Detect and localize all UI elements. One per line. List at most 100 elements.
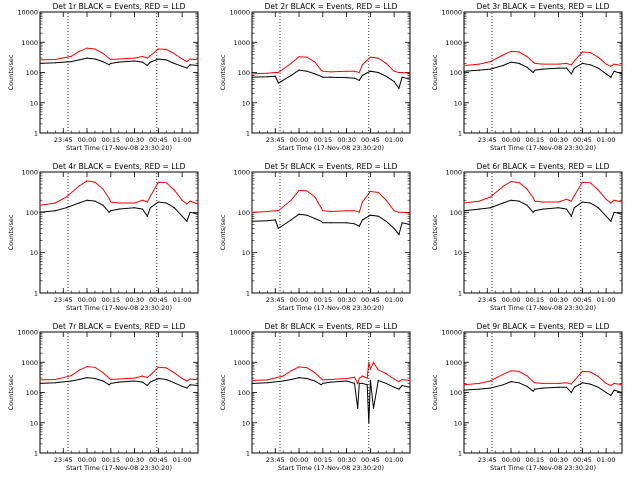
panel-2: Det 2r BLACK = Events, RED = LLD 1 10 100 10… bbox=[219, 2, 411, 152]
data-point bbox=[277, 227, 279, 229]
data-point bbox=[94, 366, 96, 368]
x-tick-label: 00:15 bbox=[101, 456, 120, 464]
data-point bbox=[489, 61, 491, 63]
x-tick-label: 01:00 bbox=[385, 456, 404, 464]
data-point bbox=[330, 222, 332, 224]
data-point bbox=[502, 384, 504, 386]
x-tick-label: 00:30 bbox=[125, 296, 144, 304]
data-point bbox=[610, 394, 612, 396]
data-point bbox=[542, 208, 544, 210]
data-point bbox=[385, 62, 387, 64]
data-point bbox=[393, 210, 395, 212]
data-point bbox=[290, 219, 292, 221]
y-tick-label: 1000 bbox=[21, 169, 38, 177]
data-point bbox=[181, 199, 183, 201]
data-point bbox=[173, 372, 175, 374]
data-point bbox=[377, 379, 379, 382]
y-tick-label: 10 bbox=[454, 99, 462, 107]
data-point bbox=[306, 367, 308, 369]
data-point bbox=[110, 382, 112, 384]
data-point bbox=[94, 181, 96, 183]
data-point bbox=[510, 381, 512, 383]
data-point bbox=[290, 74, 292, 76]
x-tick-label: 23:45 bbox=[478, 296, 497, 304]
y-tick-label: 10000 bbox=[17, 9, 38, 17]
series-lld-line bbox=[251, 56, 411, 75]
data-point bbox=[573, 207, 576, 209]
data-point bbox=[358, 382, 360, 384]
data-point bbox=[320, 69, 322, 71]
data-point bbox=[409, 72, 411, 74]
data-point bbox=[510, 61, 512, 63]
data-point bbox=[358, 71, 360, 74]
data-point bbox=[251, 73, 253, 75]
y-tick-label: 1000 bbox=[445, 39, 462, 47]
data-point bbox=[322, 222, 324, 224]
data-point bbox=[78, 378, 80, 381]
data-point bbox=[573, 386, 576, 388]
data-point bbox=[478, 208, 480, 210]
x-tick-label: 00:45 bbox=[573, 136, 592, 144]
data-point bbox=[366, 377, 368, 379]
data-point bbox=[385, 382, 387, 384]
series-events-line bbox=[463, 199, 623, 223]
data-point bbox=[558, 382, 560, 384]
data-point bbox=[570, 391, 572, 394]
plot-frame bbox=[463, 331, 623, 454]
data-point bbox=[146, 201, 148, 203]
data-point bbox=[597, 386, 599, 388]
data-point bbox=[157, 48, 159, 50]
data-point bbox=[39, 204, 41, 206]
data-point bbox=[118, 381, 120, 383]
data-point bbox=[589, 182, 591, 184]
data-point bbox=[478, 69, 480, 71]
x-tick-label: 00:30 bbox=[125, 136, 144, 144]
data-point bbox=[146, 215, 148, 217]
data-point bbox=[65, 207, 67, 209]
panel-title: Det 6r BLACK = Events, RED = LLD bbox=[477, 162, 610, 171]
panel-5: Det 5r BLACK = Events, RED = LLD 1 10 100 10… bbox=[219, 162, 411, 312]
data-point bbox=[357, 407, 359, 409]
data-point bbox=[398, 87, 400, 89]
y-tick-label: 10 bbox=[30, 249, 38, 257]
y-tick-label: 100 bbox=[450, 69, 462, 77]
series-lld-line bbox=[39, 47, 199, 63]
data-point bbox=[173, 53, 175, 55]
data-point bbox=[518, 370, 520, 372]
x-tick-label: 00:15 bbox=[525, 136, 544, 144]
data-point bbox=[78, 185, 80, 187]
series-events-line bbox=[251, 213, 411, 236]
data-point bbox=[251, 382, 253, 384]
y-tick-label: 10 bbox=[30, 99, 38, 107]
data-point bbox=[393, 81, 395, 83]
data-point bbox=[102, 52, 104, 54]
data-point bbox=[149, 195, 151, 197]
x-tick-label: 00:45 bbox=[573, 456, 592, 464]
data-point bbox=[165, 367, 167, 369]
x-axis-label: Start Time (17-Nov-08 23:30:20) bbox=[66, 144, 172, 152]
data-point bbox=[94, 200, 96, 202]
plot-frame bbox=[463, 11, 623, 134]
data-point bbox=[573, 60, 576, 62]
y-tick-label: 1 bbox=[246, 130, 250, 138]
data-point bbox=[409, 78, 411, 80]
data-point bbox=[613, 389, 615, 391]
data-point bbox=[597, 207, 599, 209]
data-point bbox=[570, 383, 572, 385]
data-point bbox=[610, 384, 612, 387]
data-point bbox=[70, 380, 72, 382]
x-tick-label: 01:00 bbox=[173, 136, 192, 144]
data-point bbox=[146, 57, 148, 59]
data-point bbox=[118, 61, 120, 63]
series-lld-line bbox=[251, 361, 411, 385]
data-point bbox=[141, 208, 144, 210]
series-lld-line bbox=[463, 180, 623, 204]
series-lld-line bbox=[251, 189, 411, 214]
data-point bbox=[149, 61, 151, 63]
data-point bbox=[298, 189, 300, 191]
data-point bbox=[377, 57, 379, 59]
data-point bbox=[54, 58, 56, 61]
data-point bbox=[157, 201, 159, 203]
data-point bbox=[393, 378, 395, 380]
